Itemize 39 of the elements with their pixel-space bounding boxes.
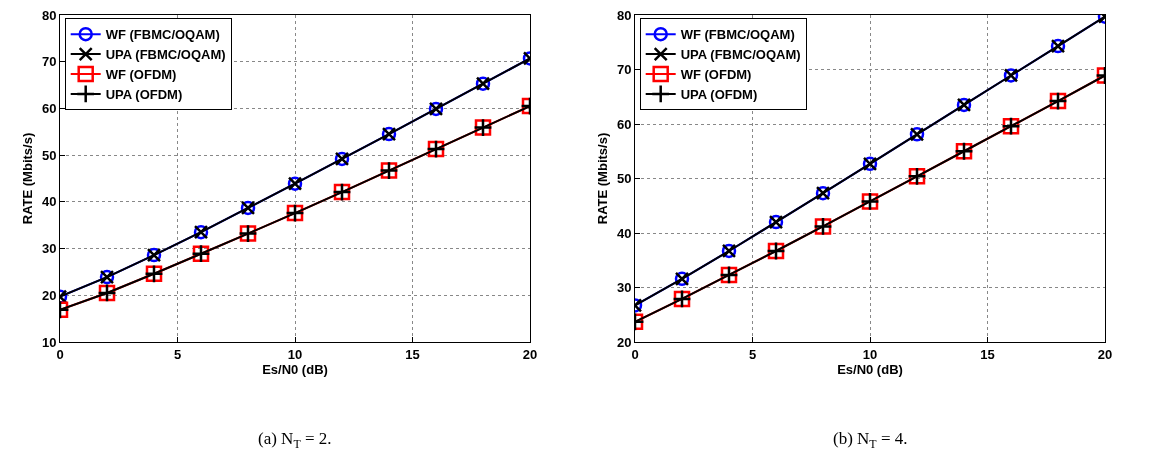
y-tick-label: 50 xyxy=(616,171,632,187)
x-tick-label: 20 xyxy=(1097,346,1113,362)
y-tick-label: 40 xyxy=(616,225,632,241)
y-tick-label: 20 xyxy=(41,287,57,303)
y-tick-label: 80 xyxy=(616,7,632,23)
x-tick-label: 15 xyxy=(980,346,995,362)
text: (b) N$_{T}$ = 4. xyxy=(833,429,908,451)
legend-label: WF (FBMC/OQAM) xyxy=(105,27,220,43)
y-tick-label: 40 xyxy=(41,194,57,210)
x-axis-title: Es/N0 (dB) xyxy=(262,362,328,378)
y-axis-title: RATE (Mbits/s) xyxy=(19,132,35,225)
y-tick-label: 30 xyxy=(616,280,632,296)
legend-label: UPA (FBMC/OQAM) xyxy=(105,47,226,63)
x-tick-label: 0 xyxy=(631,346,639,362)
legend-label: WF (OFDM) xyxy=(680,67,752,83)
legend-label: WF (OFDM) xyxy=(105,67,177,83)
legend-label: UPA (FBMC/OQAM) xyxy=(680,47,801,63)
x-tick-label: 0 xyxy=(56,346,64,362)
y-tick-label: 10 xyxy=(41,334,57,350)
x-tick-label: 5 xyxy=(748,346,757,362)
y-tick-label: 60 xyxy=(616,116,632,132)
x-tick-label: 5 xyxy=(173,346,182,362)
y-tick-label: 60 xyxy=(41,100,57,116)
x-tick-label: 15 xyxy=(405,346,420,362)
y-tick-label: 70 xyxy=(616,62,632,78)
legend-label: UPA (OFDM) xyxy=(680,86,758,102)
y-tick-label: 50 xyxy=(41,147,57,163)
y-axis-title: RATE (Mbits/s) xyxy=(594,132,610,225)
y-tick-label: 70 xyxy=(41,54,57,70)
x-axis-title: Es/N0 (dB) xyxy=(837,362,903,378)
legend-label: WF (FBMC/OQAM) xyxy=(680,27,795,43)
x-tick-label: 20 xyxy=(522,346,538,362)
legend-label: UPA (OFDM) xyxy=(105,86,183,102)
y-tick-label: 80 xyxy=(41,7,57,23)
x-tick-label: 10 xyxy=(862,346,878,362)
x-tick-label: 10 xyxy=(287,346,303,362)
text: (a) N$_{T}$ = 2. xyxy=(258,429,332,451)
y-tick-label: 20 xyxy=(616,334,632,350)
y-tick-label: 30 xyxy=(41,241,57,257)
